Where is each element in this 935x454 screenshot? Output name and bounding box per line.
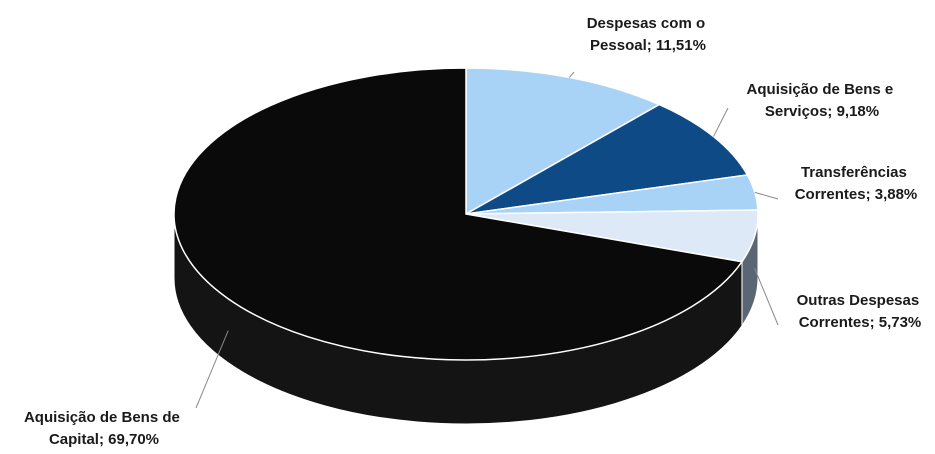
pie-slices — [173, 67, 759, 361]
slice-label-1-line2: Serviços; 9,18% — [765, 103, 879, 120]
leader-line-3 — [754, 268, 779, 326]
slice-label-1: Aquisição de Bens e Serviços; 9,18% — [747, 81, 898, 120]
slice-label-0-line2: Pessoal; 11,51% — [590, 37, 706, 54]
slice-label-4: Aquisição de Bens de Capital; 69,70% — [24, 409, 184, 448]
slice-label-0-line1: Despesas com o — [587, 15, 705, 32]
slice-label-2-line2: Correntes; 3,88% — [795, 186, 918, 203]
slice-label-0: Despesas com o Pessoal; 11,51% — [587, 15, 710, 54]
slice-label-3-line2: Correntes; 5,73% — [799, 314, 922, 331]
slice-label-3-line1: Outras Despesas — [797, 292, 920, 309]
leader-line-4 — [195, 330, 229, 409]
leader-line-2 — [754, 191, 779, 200]
slice-0 — [465, 67, 661, 216]
leader-lines — [195, 71, 779, 409]
slice-label-3: Outras Despesas Correntes; 5,73% — [797, 292, 924, 331]
slice-label-4-line1: Aquisição de Bens de — [24, 409, 180, 426]
leader-line-1 — [713, 107, 729, 137]
slice-label-2-line1: Transferências — [801, 164, 907, 181]
slice-label-4-line2: Capital; 69,70% — [49, 431, 159, 448]
leader-line-0 — [568, 71, 575, 78]
slice-labels: Despesas com o Pessoal; 11,51% Aquisição… — [24, 15, 924, 448]
slice-label-2: Transferências Correntes; 3,88% — [795, 164, 918, 203]
slice-label-1-line1: Aquisição de Bens e — [747, 81, 894, 98]
slice-4 — [173, 67, 744, 361]
